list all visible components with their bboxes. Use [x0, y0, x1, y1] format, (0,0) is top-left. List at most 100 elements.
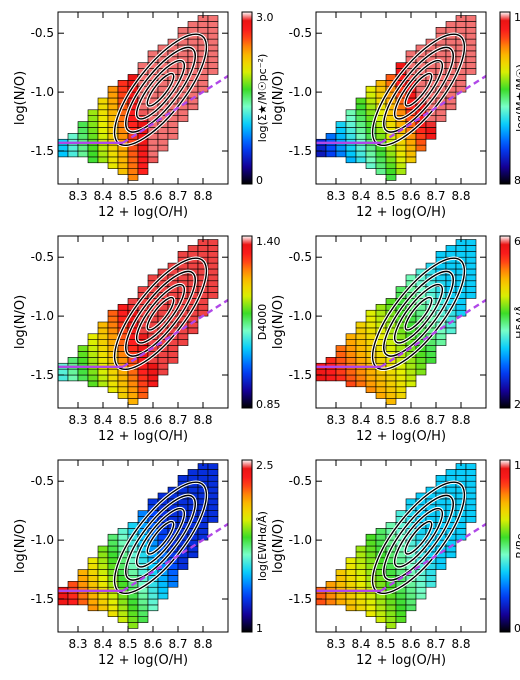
heatmap-cell	[375, 85, 387, 93]
heatmap-cell	[355, 144, 367, 152]
heatmap-cell	[117, 357, 129, 364]
heatmap-cell	[316, 592, 327, 600]
colorbar-max-label: 1.8	[514, 459, 520, 472]
heatmap-cell	[375, 309, 387, 317]
heatmap-cell	[415, 357, 427, 364]
heatmap-cell	[187, 475, 199, 482]
no-oh-relation	[316, 298, 486, 368]
heatmap-cell	[207, 280, 219, 287]
heatmap-cell	[385, 616, 397, 623]
x-tick-label: 8.8	[193, 637, 212, 651]
heatmap-cell	[395, 616, 407, 623]
heatmap-cell	[137, 380, 149, 388]
heatmap-cell	[207, 62, 219, 69]
x-tick-label: 8.8	[193, 189, 212, 203]
x-tick-label: 8.3	[68, 413, 87, 427]
heatmap-cell	[435, 251, 447, 258]
heatmap-cell	[355, 345, 367, 352]
heatmap-cell	[87, 351, 99, 358]
heatmap-cell	[177, 557, 189, 564]
heatmap-cell	[325, 144, 337, 152]
x-tick-label: 8.7	[426, 637, 445, 651]
heatmap-cell	[137, 150, 149, 158]
heatmap-cell	[197, 27, 209, 34]
heatmap-cell	[455, 304, 467, 311]
heatmap-cell	[435, 563, 447, 570]
colorbar-gradient	[499, 235, 511, 409]
contour-4	[146, 72, 175, 107]
heatmap-cell	[345, 575, 357, 582]
heatmap-cell	[87, 604, 99, 612]
heatmap-cell	[127, 598, 139, 606]
relation-slope	[380, 298, 486, 368]
heatmap-cell	[197, 21, 209, 28]
colorbar: 1.8 0 R/Re	[499, 459, 520, 635]
heatmap-cell	[207, 516, 219, 523]
heatmap-cell	[385, 168, 397, 175]
colorbar-min-label: 0.85	[256, 398, 281, 411]
heatmap-cell	[365, 97, 377, 105]
heatmap-cell	[77, 592, 89, 600]
heatmap-cell	[365, 598, 377, 606]
heatmap-cell	[435, 109, 447, 116]
heatmap-cell	[355, 150, 367, 158]
heatmap-cell	[207, 492, 219, 500]
heatmap-cell	[127, 616, 139, 623]
x-tick-label: 8.7	[168, 413, 187, 427]
heatmap-cell	[97, 121, 109, 128]
heatmap-cell	[345, 144, 357, 152]
heatmap-cell	[97, 351, 109, 358]
heatmap-cell	[87, 109, 99, 116]
x-tick-label: 8.3	[68, 637, 87, 651]
heatmap-cell	[355, 569, 367, 576]
heatmap-cell	[365, 333, 377, 340]
heatmap-cell	[465, 50, 477, 58]
heatmap-cell	[345, 569, 357, 576]
heatmap-cell	[445, 327, 457, 335]
heatmap-cell	[87, 374, 99, 382]
heatmap-cell	[127, 174, 139, 181]
colorbar-gradient	[499, 459, 511, 633]
heatmap-cell	[345, 156, 357, 164]
heatmap-cell	[147, 144, 159, 152]
heatmap-cell	[87, 345, 99, 352]
heatmap-cell	[117, 392, 129, 399]
no-oh-relation	[316, 74, 486, 144]
heatmap-cell	[97, 545, 109, 553]
heatmap-cell	[405, 598, 417, 606]
contour-3	[136, 59, 185, 120]
heatmap-cell	[365, 309, 377, 317]
heatmap-cell	[325, 592, 337, 600]
heatmap-cell	[117, 374, 129, 382]
heatmap-cell	[335, 569, 347, 576]
heatmap-cell	[465, 27, 477, 34]
heatmap-cell	[325, 133, 337, 140]
heatmap-cell	[355, 545, 367, 553]
colorbar-min-label: 0	[256, 174, 263, 187]
x-tick-label: 8.6	[401, 413, 420, 427]
heatmap-cell	[107, 533, 119, 541]
contour-4	[404, 72, 433, 107]
heatmap-cell	[365, 109, 377, 116]
heatmap-cell	[117, 162, 129, 169]
contour-2	[383, 46, 454, 133]
heatmap-cell	[137, 610, 149, 617]
heatmap-cell	[455, 251, 467, 258]
heatmap-cell	[207, 286, 219, 293]
heatmap-cell	[207, 504, 219, 511]
x-tick-label: 8.5	[118, 637, 137, 651]
heatmap-cell	[375, 380, 387, 388]
heatmap-cell	[127, 380, 139, 388]
heatmap-cell	[97, 374, 109, 382]
heatmap-cell	[445, 251, 457, 258]
heatmap-cell	[375, 604, 387, 612]
heatmap-cell	[365, 315, 377, 323]
heatmap-cell	[177, 27, 189, 34]
heatmap-cell	[127, 604, 139, 612]
heatmap-cell	[335, 133, 347, 140]
heatmap-cell	[465, 469, 477, 476]
heatmap-cell	[107, 97, 119, 105]
heatmap-cell	[197, 80, 209, 87]
heatmap-cell	[117, 80, 129, 87]
heatmap-cell	[147, 150, 159, 158]
